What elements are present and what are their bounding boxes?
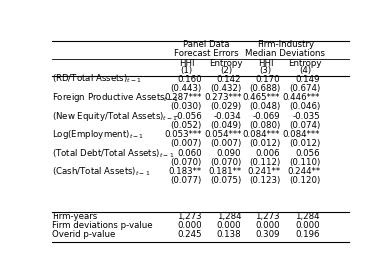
Text: (0.123): (0.123) [249,176,280,185]
Text: 0.170: 0.170 [255,75,280,84]
Text: 0.287***: 0.287*** [165,93,202,102]
Text: 0.245: 0.245 [177,230,202,239]
Text: (0.432): (0.432) [210,84,241,93]
Text: Firm-years: Firm-years [52,212,97,220]
Text: 0.446***: 0.446*** [283,93,320,102]
Text: (0.074): (0.074) [289,121,320,130]
Text: (0.029): (0.029) [210,102,241,111]
Text: (1): (1) [181,66,193,75]
Text: (New Equity/Total Assets)$_{t-1}$: (New Equity/Total Assets)$_{t-1}$ [52,110,178,123]
Text: 0.090: 0.090 [217,149,241,158]
Text: 0.000: 0.000 [177,221,202,230]
Text: (0.120): (0.120) [289,176,320,185]
Text: 0.142: 0.142 [217,75,241,84]
Text: Panel Data: Panel Data [183,40,230,50]
Text: (0.052): (0.052) [170,121,202,130]
Text: 1,284: 1,284 [296,212,320,220]
Text: (0.674): (0.674) [289,84,320,93]
Text: 0.241**: 0.241** [247,167,280,176]
Text: (0.080): (0.080) [249,121,280,130]
Text: (0.110): (0.110) [289,158,320,167]
Text: Entropy: Entropy [210,59,243,68]
Text: 0.053***: 0.053*** [165,130,202,139]
Text: (0.688): (0.688) [249,84,280,93]
Text: (0.443): (0.443) [170,84,202,93]
Text: HHI: HHI [258,59,273,68]
Text: (0.030): (0.030) [170,102,202,111]
Text: (4): (4) [299,66,311,75]
Text: Log(Employment)$_{t-1}$: Log(Employment)$_{t-1}$ [52,128,144,141]
Text: 0.000: 0.000 [217,221,241,230]
Text: 0.138: 0.138 [217,230,241,239]
Text: 0.000: 0.000 [296,221,320,230]
Text: 0.056: 0.056 [296,149,320,158]
Text: -0.056: -0.056 [174,112,202,121]
Text: 0.465***: 0.465*** [243,93,280,102]
Text: (0.007): (0.007) [170,139,202,148]
Text: 0.000: 0.000 [255,221,280,230]
Text: (Total Debt/Total Assets)$_{t-1}$: (Total Debt/Total Assets)$_{t-1}$ [52,147,174,160]
Text: (0.049): (0.049) [210,121,241,130]
Text: (0.075): (0.075) [210,176,241,185]
Text: -0.034: -0.034 [213,112,241,121]
Text: 0.084***: 0.084*** [283,130,320,139]
Text: Firm-Industry: Firm-Industry [256,40,314,50]
Text: (3): (3) [260,66,272,75]
Text: 0.054***: 0.054*** [204,130,241,139]
Text: Foreign Productive Assets$_{t-1}$: Foreign Productive Assets$_{t-1}$ [52,91,179,104]
Text: 1,273: 1,273 [255,212,280,220]
Text: (RD/Total Assets)$_{t-1}$: (RD/Total Assets)$_{t-1}$ [52,73,142,85]
Text: 1,273: 1,273 [177,212,202,220]
Text: 0.149: 0.149 [296,75,320,84]
Text: 1,284: 1,284 [217,212,241,220]
Text: (0.070): (0.070) [210,158,241,167]
Text: 0.084***: 0.084*** [243,130,280,139]
Text: Overid p-value: Overid p-value [52,230,115,239]
Text: Firm deviations p-value: Firm deviations p-value [52,221,152,230]
Text: 0.244**: 0.244** [287,167,320,176]
Text: HHI: HHI [179,59,194,68]
Text: -0.035: -0.035 [292,112,320,121]
Text: -0.069: -0.069 [253,112,280,121]
Text: (0.012): (0.012) [289,139,320,148]
Text: (0.077): (0.077) [170,176,202,185]
Text: (0.046): (0.046) [289,102,320,111]
Text: Median Deviations: Median Deviations [245,49,325,58]
Text: Entropy: Entropy [288,59,322,68]
Text: 0.060: 0.060 [177,149,202,158]
Text: Forecast Errors: Forecast Errors [174,49,239,58]
Text: (0.112): (0.112) [249,158,280,167]
Text: 0.273***: 0.273*** [204,93,241,102]
Text: 0.160: 0.160 [177,75,202,84]
Text: 0.181**: 0.181** [208,167,241,176]
Text: 0.309: 0.309 [256,230,280,239]
Text: (2): (2) [220,66,232,75]
Text: (0.012): (0.012) [249,139,280,148]
Text: (0.007): (0.007) [210,139,241,148]
Text: (0.070): (0.070) [170,158,202,167]
Text: (Cash/Total Assets)$_{t-1}$: (Cash/Total Assets)$_{t-1}$ [52,166,151,178]
Text: (0.048): (0.048) [249,102,280,111]
Text: 0.006: 0.006 [255,149,280,158]
Text: 0.196: 0.196 [296,230,320,239]
Text: 0.183**: 0.183** [169,167,202,176]
